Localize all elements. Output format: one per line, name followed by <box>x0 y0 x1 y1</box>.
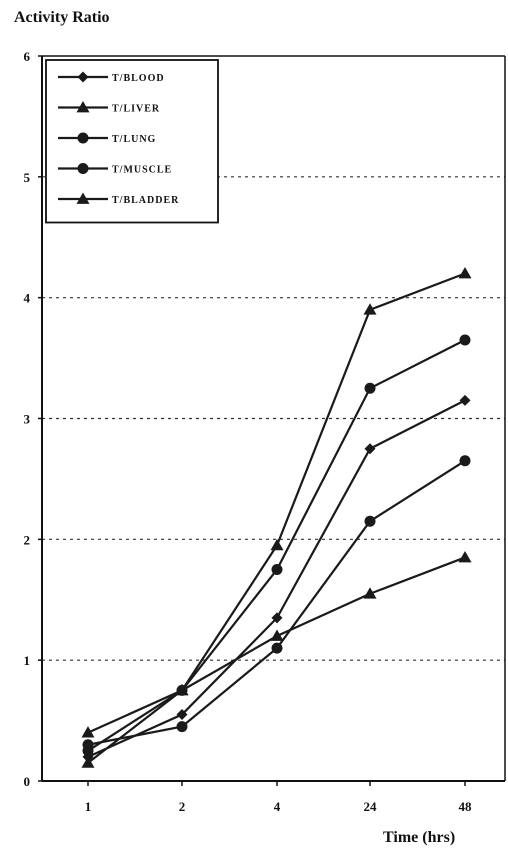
y-tick-label: 0 <box>24 774 31 789</box>
legend-marker-t-liver <box>76 101 90 113</box>
series-t-muscle <box>82 455 471 751</box>
legend-item-t-blood: T/BLOOD <box>58 71 165 84</box>
data-point-t-lung <box>459 334 471 346</box>
y-tick-label: 3 <box>24 412 31 427</box>
data-point-t-muscle <box>271 642 283 654</box>
series-t-liver <box>81 267 472 768</box>
data-point-t-bladder <box>81 726 95 738</box>
data-point-t-liver <box>81 756 95 768</box>
x-tick-label: 24 <box>364 799 378 814</box>
data-point-t-liver <box>458 267 472 279</box>
series-line-t-liver <box>87 272 466 764</box>
data-point-t-muscle <box>459 455 471 467</box>
series-t-lung <box>82 334 471 757</box>
series-t-bladder <box>81 550 472 738</box>
data-point-t-blood <box>271 612 283 624</box>
legend-item-t-muscle: T/MUSCLE <box>58 163 172 176</box>
x-tick-label: 1 <box>85 799 92 814</box>
y-tick-label: 1 <box>24 653 31 668</box>
x-tick-label: 4 <box>274 799 281 814</box>
axes <box>38 55 506 786</box>
legend-item-t-liver: T/LIVER <box>58 101 160 115</box>
legend-item-t-bladder: T/BLADDER <box>58 192 179 206</box>
data-point-t-blood <box>459 394 471 406</box>
y-tick-label: 4 <box>24 291 31 306</box>
gridlines <box>42 176 505 661</box>
series-line-t-muscle <box>87 459 466 746</box>
series-lines <box>81 267 472 768</box>
y-tick-label: 2 <box>24 532 31 547</box>
data-point-t-bladder <box>363 587 377 599</box>
legend-label-t-blood: T/BLOOD <box>112 73 165 84</box>
legend-marker-t-muscle <box>77 163 89 174</box>
x-tick-label: 2 <box>179 799 186 814</box>
legend-box <box>45 59 219 224</box>
legend-label-t-bladder: T/BLADDER <box>112 195 179 206</box>
y-axis-title: Activity Ratio <box>14 9 110 26</box>
data-point-t-muscle <box>82 739 94 751</box>
legend-marker-t-blood <box>77 71 89 83</box>
data-point-t-muscle <box>176 721 188 733</box>
legend-marker-t-lung <box>77 132 89 144</box>
data-point-t-lung <box>271 564 283 576</box>
data-point-t-blood <box>364 443 376 455</box>
legend-item-t-lung: T/LUNG <box>58 132 156 145</box>
legend-label-t-muscle: T/MUSCLE <box>112 165 172 176</box>
data-point-t-bladder <box>175 683 189 696</box>
data-point-t-bladder <box>270 629 284 641</box>
data-point-t-blood <box>176 709 188 721</box>
legend-label-t-lung: T/LUNG <box>112 134 156 145</box>
data-point-t-liver <box>270 538 284 551</box>
legend: T/BLOOD T/LIVER T/LUNG T/MUSCLE T/BLADDER <box>45 59 219 224</box>
data-point-t-lung <box>364 382 376 394</box>
data-point-t-bladder <box>458 550 472 563</box>
legend-label-t-liver: T/LIVER <box>112 104 160 115</box>
y-tick-label: 6 <box>24 49 31 64</box>
legend-marker-t-bladder <box>76 192 90 204</box>
x-tick-label: 48 <box>459 799 473 814</box>
x-axis-title: Time (hrs) <box>383 829 455 846</box>
data-point-t-muscle <box>364 515 376 527</box>
data-point-t-liver <box>363 303 377 315</box>
y-tick-label: 5 <box>24 170 31 185</box>
